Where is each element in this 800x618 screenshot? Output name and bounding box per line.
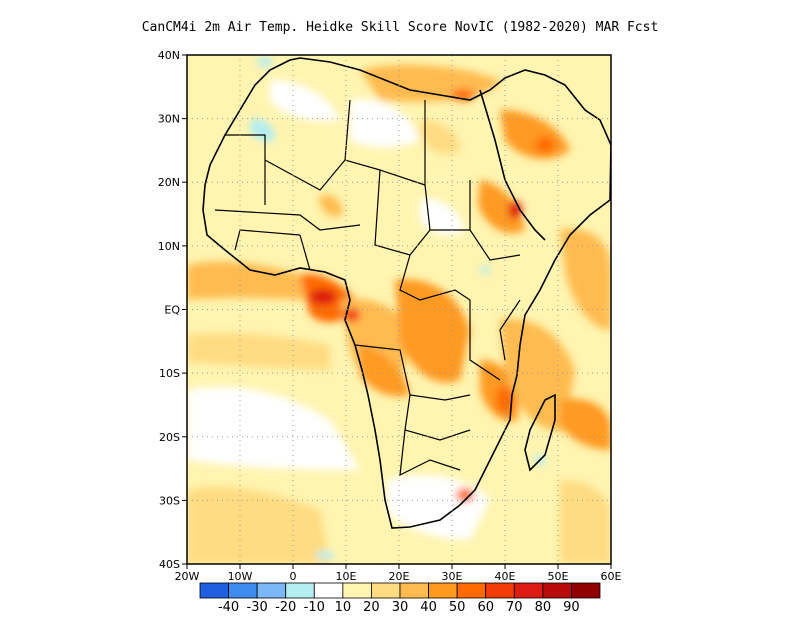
lon-tick-label: 60E [601,570,622,583]
colorbar-swatch [542,582,572,599]
colorbar-swatch [256,582,287,599]
colorbar-swatch [313,582,344,599]
colorbar-swatch [485,582,515,599]
lat-tick-label: 10N [158,240,180,253]
lat-tick-label: 30S [159,494,180,507]
country-borders [214,99,521,477]
colorbar-swatch [342,582,372,599]
colorbar-labels: -40 -30 -20 -10 10 20 30 40 50 60 70 80 90 [218,600,580,615]
colorbar-label: -40 [218,600,239,615]
colorbar-swatch [456,582,487,599]
lat-tick-label: 20N [158,176,180,189]
lat-tick-label: 40N [158,49,180,62]
lon-tick-label: 20E [389,570,410,583]
tick-marks [182,54,612,569]
colorbar-label: -10 [304,600,325,615]
colorbar-swatch [371,582,401,599]
colorbar-label: 10 [335,600,352,615]
lon-tick-label: 40E [495,570,516,583]
colorbar-swatch [428,582,458,599]
coastlines [202,57,611,529]
colorbar-label: 70 [506,600,523,615]
colorbar-label: 60 [477,600,494,615]
lon-tick-label: 20W [175,570,200,583]
colorbar-label: 90 [563,600,580,615]
lon-tick-label: 30E [442,570,463,583]
colorbar-label: -30 [247,600,268,615]
colorbar-label: 40 [420,600,437,615]
lon-tick-label: 10W [228,570,253,583]
colorbar-label: 30 [392,600,409,615]
lat-tick-label: EQ [164,304,180,317]
map-title: CanCM4i 2m Air Temp. Heidke Skill Score … [141,20,659,35]
colorbar-label: 50 [449,600,466,615]
lon-tick-label: 0 [290,570,297,583]
skill-field [187,57,611,564]
colorbar-label: -20 [275,600,296,615]
lat-tick-label: 40S [159,558,180,571]
colorbar-label: 80 [535,600,552,615]
colorbar-swatch [228,582,258,599]
gridlines [187,55,611,564]
lon-tick-label: 10E [336,570,357,583]
colorbar [199,582,601,599]
colorbar-swatch [513,582,544,599]
colorbar-swatch [571,582,601,599]
lat-tick-label: 10S [159,367,180,380]
colorbar-swatch [199,582,229,599]
colorbar-swatch [285,582,315,599]
lat-tick-label: 30N [158,113,180,126]
colorbar-swatch [399,582,429,599]
lon-tick-label: 50E [548,570,569,583]
lat-tick-label: 20S [159,431,180,444]
colorbar-label: 20 [363,600,380,615]
